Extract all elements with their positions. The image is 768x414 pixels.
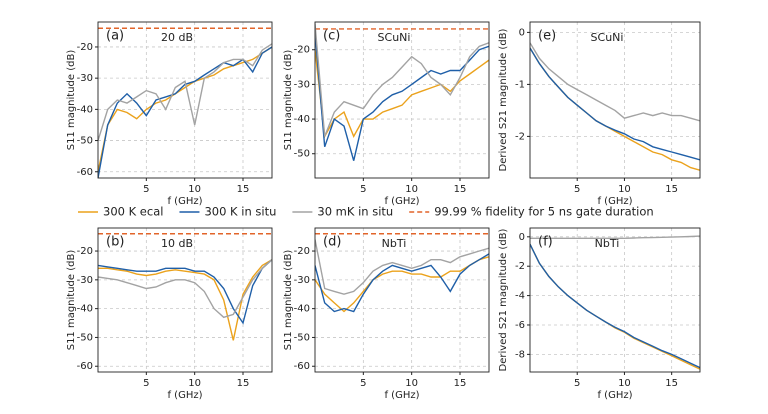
series-line	[530, 235, 700, 239]
panel-label: (f)	[538, 235, 553, 250]
y-tick-label: -40	[294, 114, 310, 125]
y-tick-label: -20	[294, 246, 310, 257]
plot-frame	[97, 21, 273, 179]
y-tick-label: -20	[294, 45, 310, 56]
series-line	[315, 256, 489, 313]
panel-label: (b)	[106, 235, 124, 250]
y-tick-label: 0	[519, 232, 525, 243]
x-tick-label: 5	[360, 378, 366, 389]
series-line	[315, 49, 489, 139]
panel-label: (e)	[538, 29, 556, 44]
x-tick-label: 15	[454, 184, 467, 195]
y-tick-label: -50	[77, 332, 93, 343]
series-line	[98, 46, 272, 178]
y-tick-label: -2	[515, 261, 525, 272]
x-tick-label: 5	[143, 378, 149, 389]
y-tick-label: -60	[77, 361, 93, 372]
x-tick-label: 10	[188, 184, 201, 195]
y-tick-label: -8	[515, 349, 525, 360]
series-line	[98, 43, 272, 141]
legend-label: 300 K in situ	[204, 205, 276, 219]
plot-frame	[314, 21, 490, 179]
plot-frame	[97, 227, 273, 373]
series-line	[315, 32, 489, 161]
series-line	[315, 23, 489, 137]
y-tick-label: -50	[294, 332, 310, 343]
series-line	[530, 47, 700, 171]
series-line	[98, 259, 272, 319]
y-tick-label: -40	[77, 304, 93, 315]
y-tick-label: -40	[294, 304, 310, 315]
series-line	[98, 259, 272, 341]
legend-label: 99.99 % fidelity for 5 ns gate duration	[434, 205, 654, 219]
x-tick-label: 5	[360, 184, 366, 195]
y-tick-label: -30	[77, 73, 93, 84]
y-tick-label: -1	[515, 79, 525, 90]
y-axis-label: S11 magnitude (dB)	[283, 250, 294, 351]
y-axis-label: Derived S21 magnitude (dB)	[498, 228, 509, 371]
x-tick-label: 15	[454, 378, 467, 389]
x-tick-label: 10	[405, 184, 418, 195]
panel-annotation: 10 dB	[161, 237, 193, 250]
series-line	[530, 47, 700, 161]
x-axis-label: f (GHz)	[597, 390, 632, 401]
plot-frame	[529, 227, 701, 373]
y-tick-label: -60	[294, 361, 310, 372]
series-line	[98, 259, 272, 325]
y-tick-label: -6	[515, 320, 525, 331]
y-tick-label: -30	[77, 275, 93, 286]
y-tick-label: -20	[77, 246, 93, 257]
x-tick-label: 5	[574, 378, 580, 389]
y-tick-label: -60	[77, 167, 93, 178]
x-axis-label: f (GHz)	[167, 390, 202, 401]
panel-annotation: 20 dB	[161, 31, 193, 44]
series-line	[530, 243, 700, 369]
y-tick-label: -30	[294, 275, 310, 286]
plot-frame	[529, 21, 701, 179]
x-tick-label: 10	[618, 378, 631, 389]
panel-label: (c)	[323, 29, 340, 44]
x-tick-label: 15	[237, 378, 250, 389]
x-tick-label: 15	[237, 184, 250, 195]
y-tick-label: 0	[519, 27, 525, 38]
y-tick-label: -50	[294, 149, 310, 160]
x-axis-label: f (GHz)	[384, 196, 419, 207]
y-tick-label: -40	[77, 104, 93, 115]
y-axis-label: S11 magnitude (dB)	[283, 50, 294, 151]
panel-annotation: NbTi	[595, 237, 620, 250]
x-tick-label: 5	[143, 184, 149, 195]
y-axis-label: S11 magnitude (dB)	[66, 250, 77, 351]
y-axis-label: Derived S21 magnitude (dB)	[498, 28, 509, 171]
x-axis-label: f (GHz)	[167, 196, 202, 207]
panel-annotation: NbTi	[382, 237, 407, 250]
x-tick-label: 15	[665, 184, 678, 195]
x-tick-label: 10	[405, 378, 418, 389]
y-tick-label: -20	[77, 42, 93, 53]
panel-label: (d)	[323, 235, 341, 250]
x-tick-label: 10	[188, 378, 201, 389]
y-tick-label: -4	[515, 291, 525, 302]
series-line	[315, 253, 489, 313]
y-tick-label: -50	[77, 136, 93, 147]
y-tick-label: -2	[515, 131, 525, 142]
panel-annotation: SCuNi	[378, 31, 411, 44]
legend-label: 30 mK in situ	[317, 205, 393, 219]
series-line	[530, 42, 700, 122]
y-axis-label: S11 magnitude (dB)	[66, 50, 77, 151]
x-axis-label: f (GHz)	[597, 196, 632, 207]
x-tick-label: 5	[574, 184, 580, 195]
x-tick-label: 15	[665, 378, 678, 389]
panel-label: (a)	[106, 29, 124, 44]
panel-annotation: SCuNi	[591, 31, 624, 44]
series-line	[98, 46, 272, 172]
series-line	[315, 239, 489, 295]
x-axis-label: f (GHz)	[384, 390, 419, 401]
y-tick-label: -30	[294, 79, 310, 90]
x-tick-label: 10	[618, 184, 631, 195]
plot-frame	[314, 227, 490, 373]
legend-label: 300 K ecal	[103, 205, 163, 219]
series-line	[530, 243, 700, 370]
